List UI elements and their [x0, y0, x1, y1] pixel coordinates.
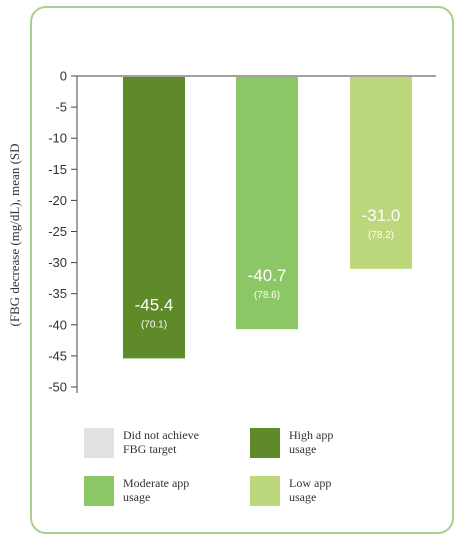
y-tick-label: -15 — [48, 162, 67, 177]
legend-label: Moderate app usage — [123, 476, 223, 504]
legend-label-line2: FBG target — [123, 442, 177, 456]
bar-chart: 0 -5 -10 -15 -20 -25 -30 -35 -40 -45 -50 -45.4 (70.… — [7, 69, 436, 395]
legend-label: Did not achieve FBG target — [123, 428, 223, 456]
bar-low-app-usage — [350, 77, 412, 269]
legend-item-did-not-achieve: Did not achieve FBG target — [84, 428, 223, 458]
data-label-value: -40.7 — [248, 266, 287, 285]
data-label-sd: (70.1) — [141, 319, 167, 330]
legend-label-line1: Moderate app — [123, 476, 190, 490]
legend-label-line1: Did not achieve — [123, 428, 199, 442]
y-tick-label: -50 — [48, 380, 67, 395]
axes — [71, 75, 436, 393]
y-tick-labels: 0 -5 -10 -15 -20 -25 -30 -35 -40 -45 -50 — [48, 69, 77, 395]
legend-swatch — [250, 476, 280, 506]
legend-item-high-app-usage: High app usage — [250, 428, 389, 458]
legend-label-line1: Low app — [289, 476, 332, 490]
legend-swatch — [84, 428, 114, 458]
y-tick-label: -35 — [48, 286, 67, 301]
data-label-sd: (78.2) — [368, 230, 394, 241]
y-tick-label: -10 — [48, 131, 67, 146]
bar-moderate-app-usage — [236, 77, 298, 330]
y-tick-label: -40 — [48, 317, 67, 332]
legend-item-moderate-app-usage: Moderate app usage — [84, 476, 223, 506]
legend-label-line2: usage — [289, 442, 317, 456]
legend-label: Low app usage — [289, 476, 389, 504]
legend-label-line2: usage — [123, 490, 151, 504]
bars — [123, 77, 412, 359]
data-label-sd: (78.6) — [254, 290, 280, 301]
y-tick-label: -25 — [48, 224, 67, 239]
legend-label-line2: usage — [289, 490, 317, 504]
y-tick-label: 0 — [60, 69, 67, 84]
legend: Did not achieve FBG target High app usag… — [84, 428, 424, 520]
data-label-value: -45.4 — [135, 295, 174, 314]
bar-high-app-usage — [123, 77, 185, 359]
legend-item-low-app-usage: Low app usage — [250, 476, 389, 506]
legend-swatch — [250, 428, 280, 458]
y-tick-label: -5 — [55, 100, 67, 115]
data-label-value: -31.0 — [362, 206, 401, 225]
legend-swatch — [84, 476, 114, 506]
data-labels: -45.4 (70.1) -40.7 (78.6) -31.0 (78.2) — [135, 206, 401, 331]
y-axis-label: (FBG decrease (mg/dL), mean (SD — [7, 143, 22, 326]
y-tick-label: -30 — [48, 255, 67, 270]
y-tick-label: -20 — [48, 193, 67, 208]
legend-label: High app usage — [289, 428, 389, 456]
y-tick-label: -45 — [48, 348, 67, 363]
legend-label-line1: High app — [289, 428, 334, 442]
